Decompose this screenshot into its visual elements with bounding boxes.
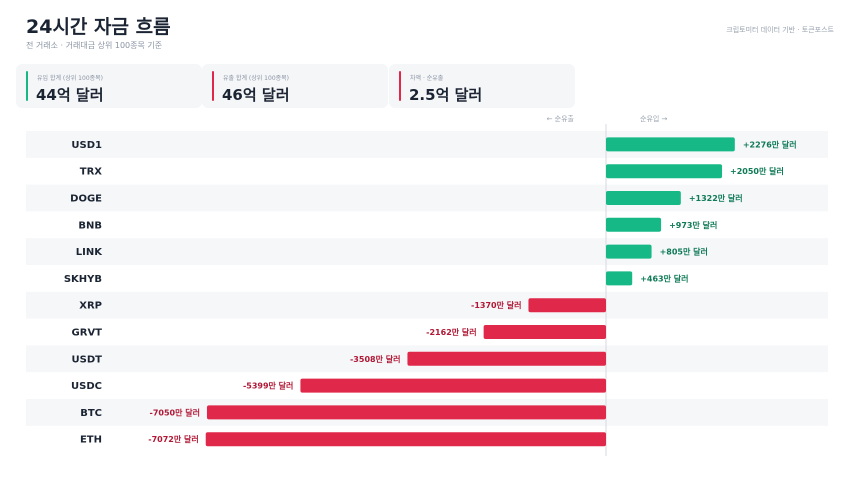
- value-label: -7050만 달러: [150, 407, 200, 417]
- inflow-bar: [606, 217, 662, 232]
- outflow-direction-label: ← 순유출: [547, 114, 575, 123]
- net-difference-value: 2.5억 달러: [409, 86, 483, 104]
- category-label: XRP: [79, 301, 102, 312]
- value-label: -3508만 달러: [350, 354, 400, 364]
- summary-cards: 유입 합계 (상위 100종목) 44억 달러 유출 합계 (상위 100종목)…: [16, 64, 576, 108]
- outflow-bar: [528, 298, 606, 313]
- inflow-bar: [606, 191, 681, 205]
- value-label: -1370만 달러: [471, 300, 521, 310]
- inflow-direction-label: 순유입 →: [640, 115, 668, 123]
- outflow-total-label: 유출 합계 (상위 100종목): [223, 75, 290, 82]
- inflow-bar: [606, 271, 633, 286]
- category-label: SKHYB: [64, 274, 102, 285]
- net-accent: [399, 71, 401, 101]
- value-label: -7072만 달러: [148, 434, 198, 444]
- inflow-accent: [26, 71, 28, 101]
- inflow-total-card: 유입 합계 (상위 100종목) 44억 달러: [16, 64, 202, 108]
- net-difference-label: 차액 · 순유출: [410, 75, 444, 82]
- outflow-bar: [300, 378, 606, 393]
- category-label: BNB: [78, 220, 102, 231]
- row-background: [26, 291, 828, 319]
- category-label: GRVT: [72, 328, 103, 339]
- value-label: +973만 달러: [669, 220, 717, 230]
- category-label: TRX: [80, 167, 103, 178]
- inflow-total-value: 44억 달러: [36, 86, 104, 104]
- inflow-bar: [606, 164, 723, 179]
- row-background: [26, 238, 828, 265]
- outflow-total-value: 46억 달러: [222, 86, 290, 104]
- category-label: USDT: [72, 354, 103, 365]
- value-label: +805만 달러: [660, 247, 708, 257]
- outflow-bar: [407, 351, 606, 366]
- value-label: +2050만 달러: [730, 166, 784, 176]
- value-label: -5399만 달러: [243, 381, 293, 391]
- category-label: DOGE: [70, 194, 102, 205]
- net-difference-card: 차액 · 순유출 2.5억 달러: [389, 64, 575, 108]
- outflow-bar: [483, 325, 606, 339]
- outflow-total-card: 유출 합계 (상위 100종목) 46억 달러: [202, 64, 388, 108]
- value-label: +463만 달러: [640, 273, 688, 283]
- category-label: BTC: [80, 408, 102, 419]
- outflow-accent: [212, 71, 214, 101]
- outflow-bar: [206, 405, 606, 420]
- value-label: -2162만 달러: [426, 327, 476, 337]
- category-label: ETH: [80, 435, 102, 446]
- page-title: 24시간 자금 흐름: [26, 16, 171, 38]
- page-subtitle: 전 거래소 · 거래대금 상위 100종목 기준: [26, 41, 163, 50]
- category-label: USD1: [71, 140, 102, 151]
- outflow-bar: [205, 432, 606, 447]
- value-label: +2276만 달러: [743, 139, 797, 149]
- value-label: +1322만 달러: [689, 193, 743, 203]
- inflow-bar: [606, 137, 735, 152]
- category-label: LINK: [76, 247, 103, 258]
- inflow-total-label: 유입 합계 (상위 100종목): [37, 75, 104, 82]
- source-credit: 크립토미터 데이터 기반 · 토큰포스트: [726, 26, 834, 34]
- row-background: [26, 184, 828, 212]
- inflow-bar: [606, 244, 652, 259]
- category-label: USDC: [71, 381, 102, 392]
